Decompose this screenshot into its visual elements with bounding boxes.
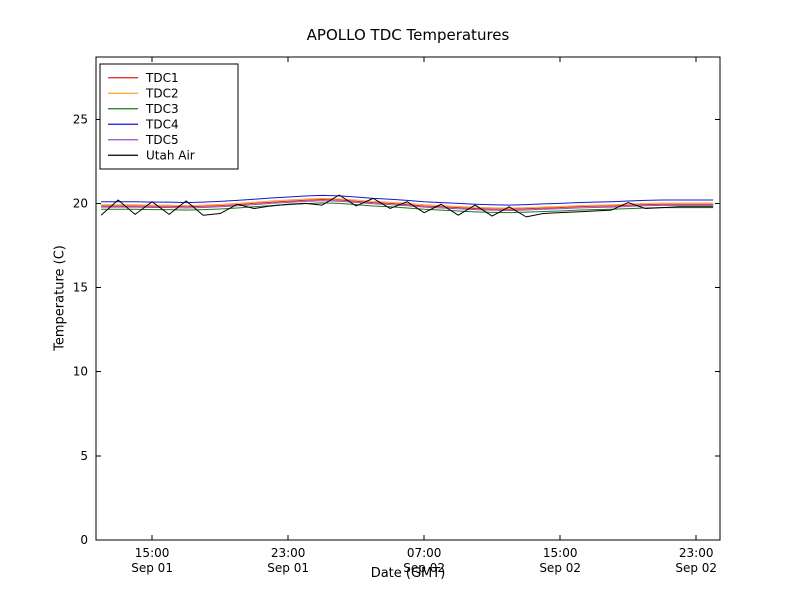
y-tick-label: 25 [73, 112, 88, 126]
x-tick-label-date: Sep 02 [539, 561, 581, 575]
y-tick-label: 20 [73, 196, 88, 210]
legend-label-tdc3: TDC3 [145, 102, 179, 116]
x-axis-label: Date (GMT) [370, 566, 446, 581]
x-tick-label-time: 23:00 [271, 546, 306, 560]
x-tick-label-date: Sep 01 [131, 561, 173, 575]
series-line-tdc1 [101, 199, 714, 210]
legend-box [99, 63, 239, 170]
x-tick-label-time: 23:00 [679, 546, 714, 560]
x-tick-label-date: Sep 02 [403, 561, 445, 575]
y-tick-label: 5 [80, 449, 88, 463]
series-line-tdc2 [101, 197, 714, 209]
y-tick-label: 10 [73, 365, 88, 379]
y-tick-label: 15 [73, 281, 88, 295]
legend-label-tdc4: TDC4 [145, 117, 179, 131]
legend-label-tdc5: TDC5 [145, 133, 179, 147]
x-tick-label-time: 15:00 [543, 546, 578, 560]
x-tick-label-date: Sep 02 [675, 561, 717, 575]
plot-frame [95, 56, 721, 541]
legend-label-utah-air: Utah Air [146, 148, 195, 162]
chart-title: APOLLO TDC Temperatures [306, 26, 510, 44]
series-line-utah-air [100, 194, 714, 218]
x-tick-label-time: 15:00 [135, 546, 170, 560]
x-tick-label-date: Sep 01 [267, 561, 309, 575]
series-line-tdc4 [101, 194, 714, 206]
x-tick-label-time: 07:00 [407, 546, 442, 560]
legend-label-tdc2: TDC2 [145, 86, 179, 100]
series-line-tdc5 [101, 200, 714, 211]
legend-label-tdc1: TDC1 [145, 71, 179, 85]
y-tick-label: 0 [80, 533, 88, 547]
series-line-tdc3 [101, 202, 714, 214]
